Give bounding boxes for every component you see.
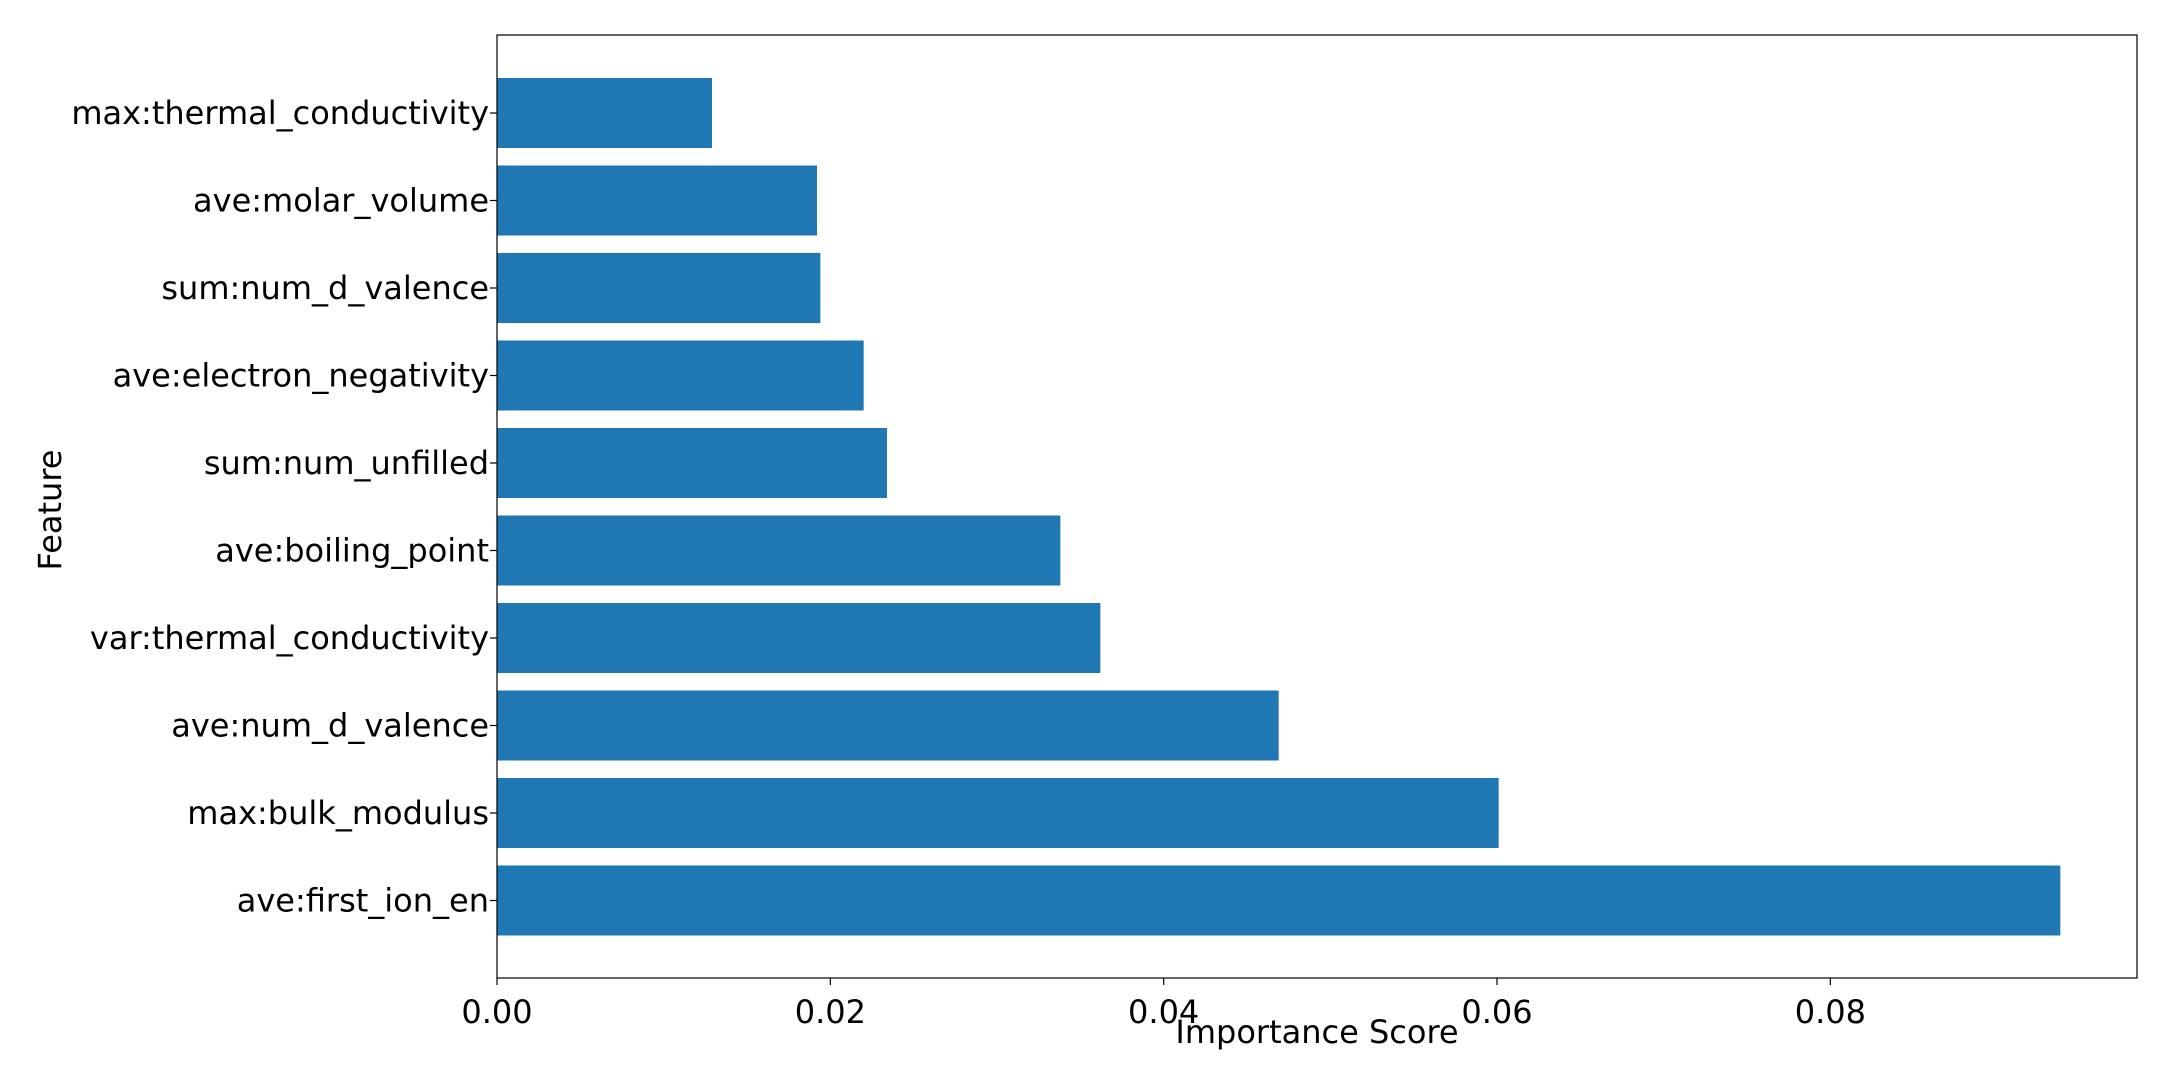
plot-area-frame — [496, 34, 2138, 979]
bar-9 — [497, 865, 2061, 936]
y-tick-label: var:thermal_conductivity — [90, 619, 489, 657]
y-tick-label: ave:electron_negativity — [113, 357, 489, 395]
x-tick-label: 0.08 — [1795, 993, 1866, 1031]
y-tick-label: sum:num_d_valence — [161, 269, 489, 307]
x-axis-label: Importance Score — [1175, 1013, 1458, 1051]
y-tick-label: max:bulk_modulus — [187, 794, 489, 832]
bar-6 — [497, 603, 1101, 673]
x-axis: 0.00 0.02 0.04 0.06 0.08 — [461, 978, 1866, 1031]
bar-0 — [497, 78, 712, 148]
y-tick-label: sum:num_unfilled — [204, 444, 489, 482]
x-tick-label: 0.06 — [1461, 993, 1532, 1031]
x-tick-label: 0.04 — [1128, 993, 1199, 1031]
x-tick-label: 0.02 — [795, 993, 866, 1031]
y-tick-label: ave:molar_volume — [193, 182, 489, 220]
bars-layer — [497, 78, 2061, 936]
bar-1 — [497, 165, 817, 236]
y-tick-label: ave:boiling_point — [215, 532, 489, 570]
bar-2 — [497, 253, 821, 323]
y-tick-label: ave:first_ion_en — [237, 882, 489, 920]
y-tick-label: max:thermal_conductivity — [71, 94, 489, 132]
y-axis: max:thermal_conductivity ave:molar_volume… — [71, 94, 497, 920]
bar-5 — [497, 515, 1061, 586]
bar-7 — [497, 690, 1279, 761]
x-tick-label: 0.00 — [461, 993, 532, 1031]
y-axis-label: Feature — [31, 450, 69, 571]
bar-4 — [497, 428, 887, 498]
bar-3 — [497, 340, 864, 411]
y-tick-label: ave:num_d_valence — [171, 707, 489, 745]
bar-8 — [497, 778, 1499, 848]
